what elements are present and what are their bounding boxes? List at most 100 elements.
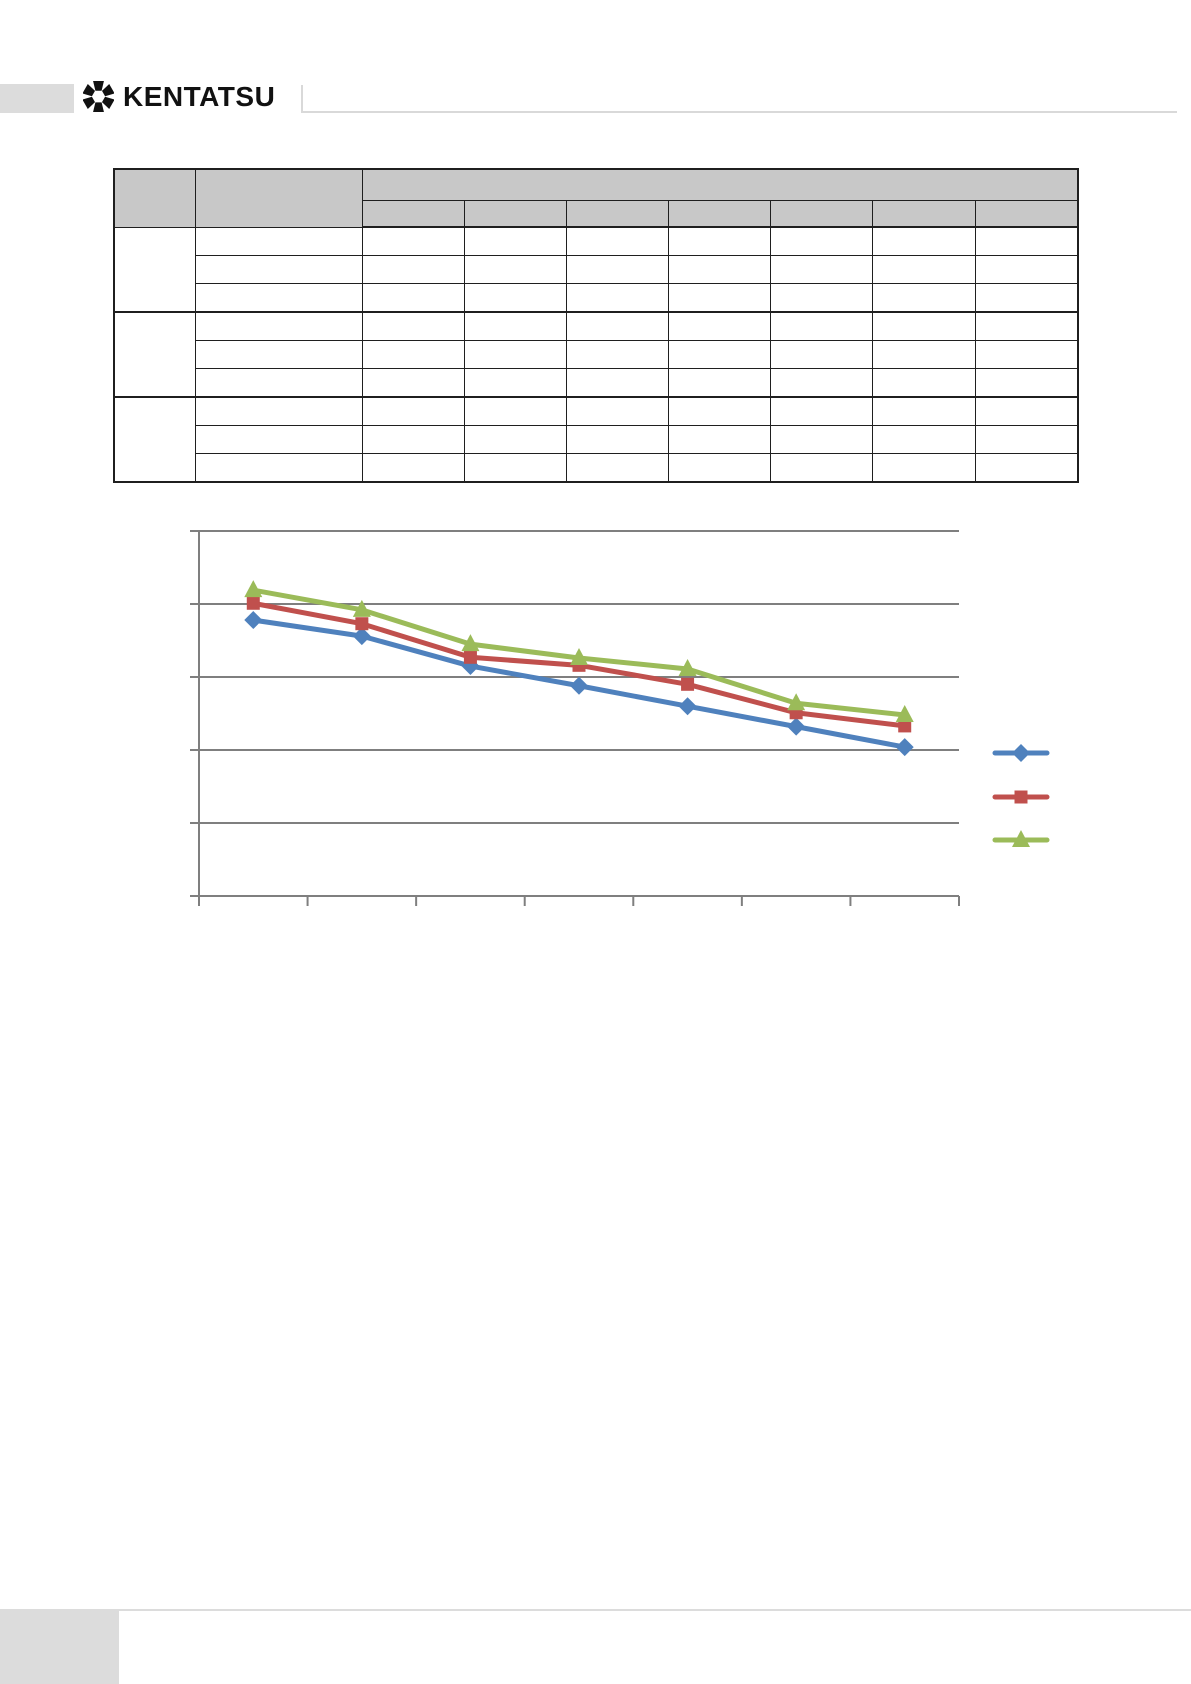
series-1-marker-diamond — [678, 697, 697, 716]
table-sub-header-cell-2 — [463, 199, 567, 228]
table-data-cell — [871, 283, 976, 313]
table-data-cell — [565, 283, 669, 313]
table-sub-header-cell-6 — [871, 199, 976, 228]
table-data-cell — [974, 339, 1079, 370]
series-3-marker-triangle — [244, 580, 263, 598]
table-data-cell — [463, 396, 567, 426]
brand-name: KENTATSU — [123, 81, 276, 112]
table-sub-header-cell-3 — [565, 199, 669, 228]
series-1-marker-diamond — [461, 657, 480, 676]
table-data-cell — [769, 283, 873, 313]
table-data-cell — [974, 283, 1079, 313]
table-sub-header-cell-4 — [667, 199, 771, 228]
legend-key-marker-diamond — [1012, 744, 1030, 762]
table-data-cell — [667, 311, 771, 341]
table-group-label-cell — [113, 396, 196, 483]
table-data-cell — [361, 339, 465, 370]
table-data-cell — [463, 339, 567, 370]
table-data-cell — [667, 368, 771, 398]
table-row — [114, 339, 1079, 370]
table-data-cell — [463, 453, 567, 483]
legend-key-marker-square — [1014, 790, 1028, 804]
table-row — [113, 396, 1079, 483]
series-1-marker-diamond — [787, 717, 806, 736]
series-1-marker-diamond — [570, 676, 588, 695]
table-data-cell — [769, 311, 873, 341]
table-data-cell — [974, 368, 1079, 398]
series-2-marker-square — [898, 719, 912, 733]
table-sub-header-cell-1 — [361, 199, 465, 228]
table-data-cell — [667, 254, 771, 285]
table-row — [113, 311, 1079, 398]
series-1-marker-diamond — [895, 738, 914, 757]
table-label-header-cell — [194, 168, 363, 228]
table-data-cell — [463, 226, 567, 256]
table-row — [114, 368, 1079, 398]
series-3-marker-triangle — [787, 693, 806, 711]
table-data-cell — [871, 453, 976, 483]
table-data-cell — [361, 453, 465, 483]
table-data-cell — [667, 283, 771, 313]
table-data-cell — [974, 254, 1079, 285]
table-data-cell — [463, 311, 567, 341]
table-row — [114, 424, 1079, 455]
table-data-cell — [974, 396, 1079, 426]
table-data-cell — [769, 339, 873, 370]
table-row-label-cell — [194, 339, 363, 370]
series-3-marker-triangle — [678, 658, 697, 676]
table-sub-header-cell-7 — [974, 199, 1079, 228]
table-row — [113, 226, 1079, 313]
brand-logo: KENTATSU — [83, 80, 283, 114]
footer-left-gray-bar — [0, 1611, 119, 1684]
table-data-cell — [565, 254, 669, 285]
table-data-cell — [871, 311, 976, 341]
table-data-cell — [871, 226, 976, 256]
table-row-label-cell — [194, 254, 363, 285]
table-row — [114, 453, 1079, 483]
table-data-cell — [974, 453, 1079, 483]
table-data-cell — [769, 396, 873, 426]
table-row-label-cell — [194, 424, 363, 455]
series-2-marker-square — [246, 596, 260, 610]
header-divider-vertical — [301, 85, 303, 112]
line-chart — [190, 530, 1050, 906]
table-data-cell — [361, 311, 465, 341]
table-data-cell — [871, 254, 976, 285]
table-corner-header-cell — [113, 168, 196, 228]
series-2-marker-square — [681, 677, 695, 691]
table-row-label-cell — [194, 368, 363, 398]
table-row-label-cell — [194, 311, 363, 341]
series-2-marker-square — [355, 617, 369, 631]
table-row-label-cell — [194, 396, 363, 426]
table-data-cell — [565, 339, 669, 370]
series-3-marker-triangle — [352, 599, 371, 617]
table-data-cell — [871, 368, 976, 398]
table-data-cell — [463, 283, 567, 313]
series-3-marker-triangle — [895, 704, 914, 722]
table-data-cell — [667, 396, 771, 426]
table-data-cell — [565, 424, 669, 455]
table-data-cell — [974, 311, 1079, 341]
table-merged-header-cell — [361, 168, 1079, 201]
series-1-marker-diamond — [244, 611, 263, 630]
table-data-cell — [769, 254, 873, 285]
table-group-label-cell — [113, 311, 196, 398]
table-row-label-cell — [194, 453, 363, 483]
header-left-gray-bar — [0, 84, 74, 113]
table-data-cell — [361, 368, 465, 398]
series-2-marker-square — [463, 650, 477, 664]
header-divider-horizontal — [301, 111, 1177, 113]
table-data-cell — [463, 368, 567, 398]
table-data-cell — [565, 453, 669, 483]
table-data-cell — [974, 226, 1079, 256]
table-data-cell — [361, 254, 465, 285]
table-data-cell — [769, 424, 873, 455]
table-data-cell — [463, 254, 567, 285]
table-row — [114, 283, 1079, 313]
table-data-cell — [565, 311, 669, 341]
table-row-label-cell — [194, 226, 363, 256]
table-row — [114, 254, 1079, 285]
table-data-cell — [667, 226, 771, 256]
table-data-cell — [361, 424, 465, 455]
